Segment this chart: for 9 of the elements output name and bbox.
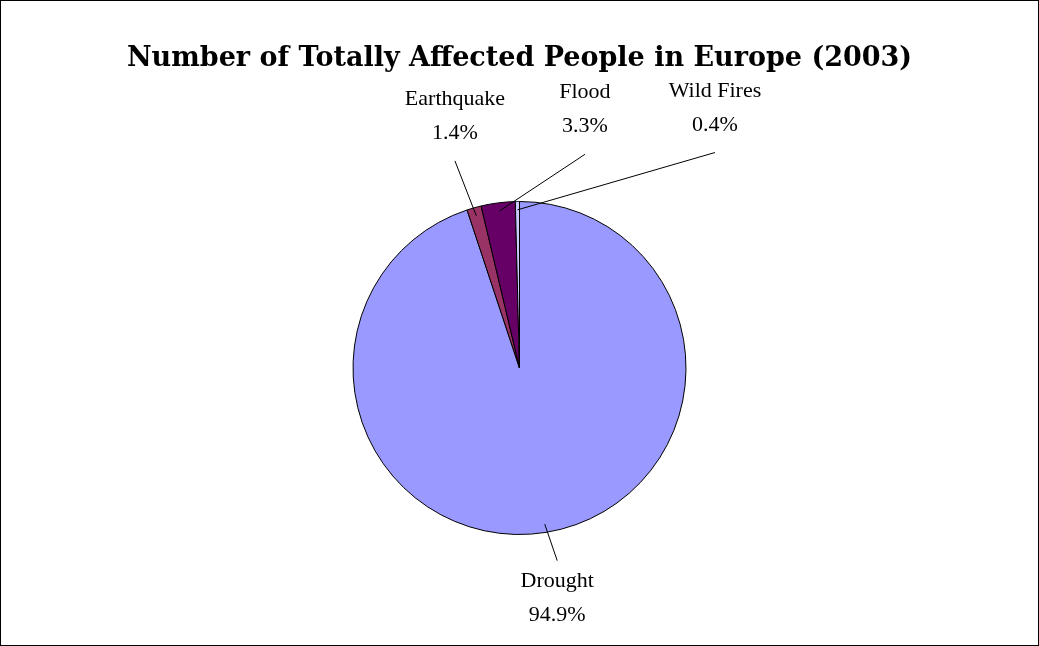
data-label: 94.9% [528, 600, 586, 626]
chart-title: Number of Totally Affected People in Europe (2003) [126, 40, 913, 74]
slice-label: Earthquake [404, 84, 506, 110]
data-label: 1.4% [432, 118, 478, 144]
data-label: 3.3% [562, 112, 608, 138]
slice-label: Wild Fires [668, 76, 762, 102]
slice-label: Flood [559, 78, 611, 104]
slice-label: Drought [520, 566, 594, 592]
data-label: 0.4% [692, 110, 738, 136]
